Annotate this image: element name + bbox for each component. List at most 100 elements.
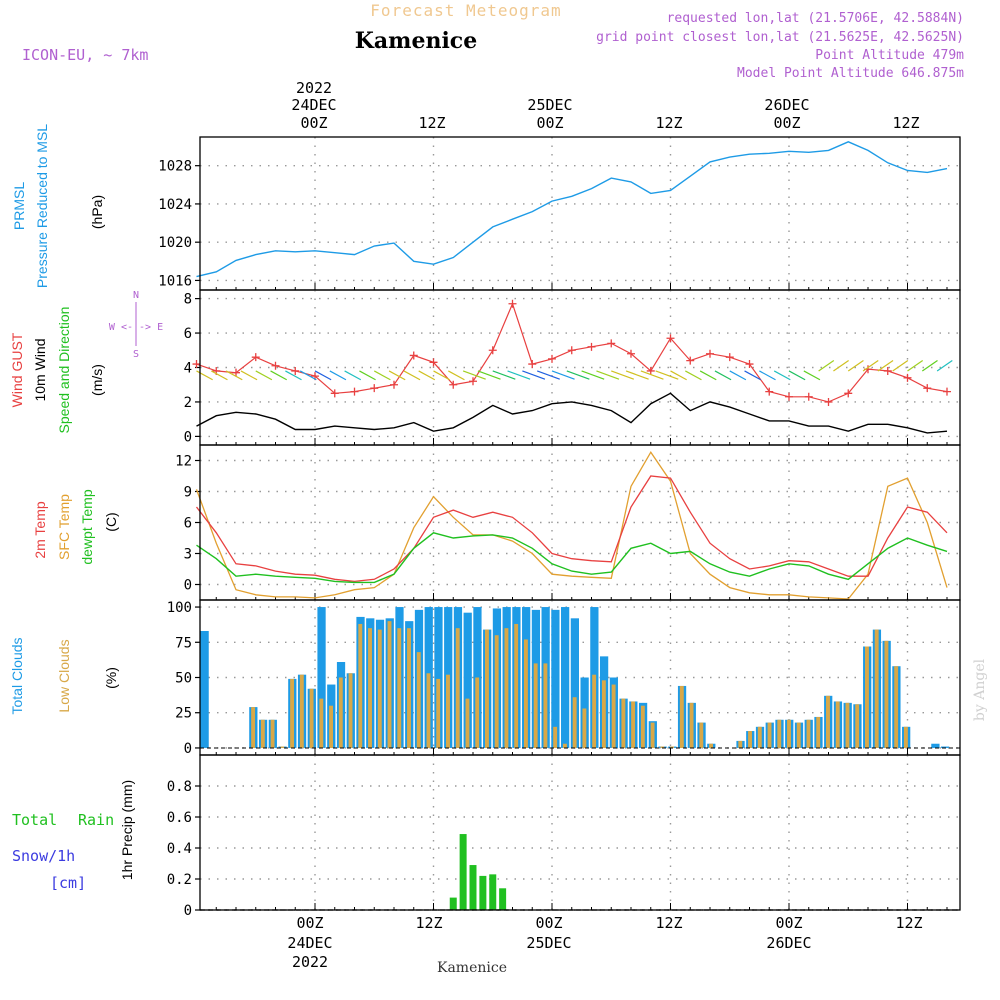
- gust-marker: [548, 354, 556, 363]
- wind-direction-arrow: [625, 370, 649, 380]
- gust-marker: [804, 392, 813, 401]
- low-cloud-bar: [903, 726, 908, 748]
- gust-marker: [903, 373, 912, 382]
- y-tick-label: 0: [184, 741, 192, 757]
- low-cloud-bar: [748, 731, 752, 748]
- y-tick-label: 8: [184, 292, 192, 308]
- y-tick-label: 4: [184, 361, 192, 377]
- wind-direction-arrow: [699, 370, 717, 381]
- wind-direction-arrow: [566, 370, 590, 380]
- low-cloud-bar: [348, 673, 353, 748]
- low-cloud-bar: [329, 705, 333, 748]
- top-time-label: 00Z: [536, 114, 563, 132]
- low-cloud-bar: [377, 629, 382, 748]
- wind-direction-arrow: [714, 370, 732, 381]
- gust-marker: [271, 361, 280, 370]
- low-cloud-bar: [650, 722, 655, 748]
- precip-label-total: Total: [12, 811, 57, 829]
- low-cloud-bar: [787, 719, 791, 748]
- y-tick-label: 9: [184, 485, 192, 501]
- gust-marker: [646, 366, 655, 375]
- temp-label-sfc: SFC Temp: [56, 494, 72, 560]
- low-cloud-bar: [738, 740, 743, 748]
- requested-coords: requested lon,lat (21.5706E, 42.5884N): [667, 11, 964, 26]
- y-tick-label: 1016: [158, 273, 192, 289]
- low-cloud-bar: [494, 635, 499, 748]
- gust-marker: [449, 380, 458, 389]
- low-cloud-bar: [280, 746, 285, 748]
- gust-marker: [883, 366, 892, 375]
- cloud-labels: Total Clouds Low Clouds (%): [9, 637, 119, 714]
- total-cloud-bar: [941, 746, 950, 748]
- wind-direction-arrow: [581, 370, 605, 380]
- wind-labels: Wind GUST 10m Wind Speed and Direction (…: [9, 290, 163, 433]
- low-cloud-bar: [485, 629, 489, 748]
- wind-direction-arrow: [299, 370, 317, 381]
- total-cloud-bar: [434, 607, 443, 748]
- wind-direction-arrow: [270, 370, 287, 381]
- temp-label-2m: 2m Temp: [32, 501, 48, 559]
- wind-direction-arrow: [477, 370, 501, 380]
- wind-direction-arrow: [803, 370, 821, 381]
- gust-marker: [587, 342, 596, 351]
- y-tick-label: 25: [175, 706, 192, 722]
- low-cloud-bar: [835, 701, 840, 748]
- wind-direction-arrow: [818, 360, 835, 372]
- pressure-labels: PRMSL Pressure Reduced to MSL (hPa): [11, 124, 105, 288]
- gust-marker: [390, 380, 398, 389]
- top-date-label: 24DEC: [291, 96, 336, 114]
- low-cloud-bar: [299, 674, 304, 748]
- low-cloud-bar: [757, 726, 762, 748]
- wind-direction-arrow: [492, 370, 516, 380]
- wind-direction-arrow: [892, 360, 909, 372]
- pressure-line: [196, 141, 948, 278]
- compass-n: N: [133, 290, 139, 301]
- compass-s: S: [133, 349, 139, 360]
- wind-direction-arrow: [285, 370, 302, 381]
- top-time-label: 00Z: [773, 114, 800, 132]
- gust-marker: [508, 299, 517, 308]
- wind-direction-arrow: [907, 360, 924, 372]
- wind-direction-arrow: [788, 370, 806, 381]
- wind-direction-arrow: [759, 370, 776, 381]
- gust-marker: [488, 346, 497, 355]
- model-altitude: Model Point Altitude 646.875m: [737, 66, 964, 81]
- gust-marker: [232, 368, 240, 377]
- low-cloud-bar: [426, 673, 431, 748]
- y-tick-label: 1024: [158, 197, 192, 213]
- wind-direction-arrow: [596, 370, 620, 380]
- low-cloud-bar: [407, 628, 411, 748]
- temp-label-dewpt: dewpt Temp: [79, 489, 95, 564]
- bottom-axis: 00Z 12Z 00Z 12Z 00Z 12Z 24DEC 25DEC 26DE…: [287, 914, 922, 976]
- total-cloud-bar: [317, 607, 326, 748]
- total-cloud-bar: [551, 609, 560, 748]
- low-cloud-bar: [368, 628, 372, 748]
- wind-direction-arrow: [314, 370, 332, 381]
- low-cloud-bar: [436, 678, 441, 748]
- top-axis: 2022 24DEC 25DEC 26DEC 00Z 12Z 00Z 12Z 0…: [291, 79, 919, 132]
- gust-marker: [706, 349, 714, 358]
- bottom-date-label: 24DEC: [287, 934, 332, 952]
- gust-marker: [824, 397, 833, 406]
- wind-direction-arrow: [551, 370, 575, 380]
- gust-marker: [765, 387, 774, 396]
- wind-direction-arrow: [462, 370, 486, 380]
- low-cloud-bar: [446, 674, 450, 748]
- wind-direction-arrow: [388, 370, 406, 381]
- low-cloud-bar: [270, 719, 275, 748]
- precip-labels: Total Rain Snow/1h [cm] 1hr Precip (mm): [12, 780, 135, 892]
- low-cloud-bar: [777, 719, 782, 748]
- wind-direction-arrow: [403, 370, 421, 381]
- y-tick-label: 0: [184, 429, 192, 445]
- sfc-temp-line: [195, 450, 948, 600]
- wind-direction-arrow: [418, 370, 436, 381]
- bottom-time-label: 12Z: [655, 914, 682, 932]
- wind-direction-arrow: [877, 360, 894, 372]
- low-cloud-bar: [504, 628, 509, 748]
- chart-title: Forecast Meteogram: [370, 1, 561, 20]
- low-cloud-bar: [290, 678, 295, 748]
- bottom-time-label: 00Z: [535, 914, 562, 932]
- y-tick-label: 1020: [158, 235, 192, 251]
- gust-marker: [192, 360, 201, 369]
- top-time-label: 12Z: [892, 114, 919, 132]
